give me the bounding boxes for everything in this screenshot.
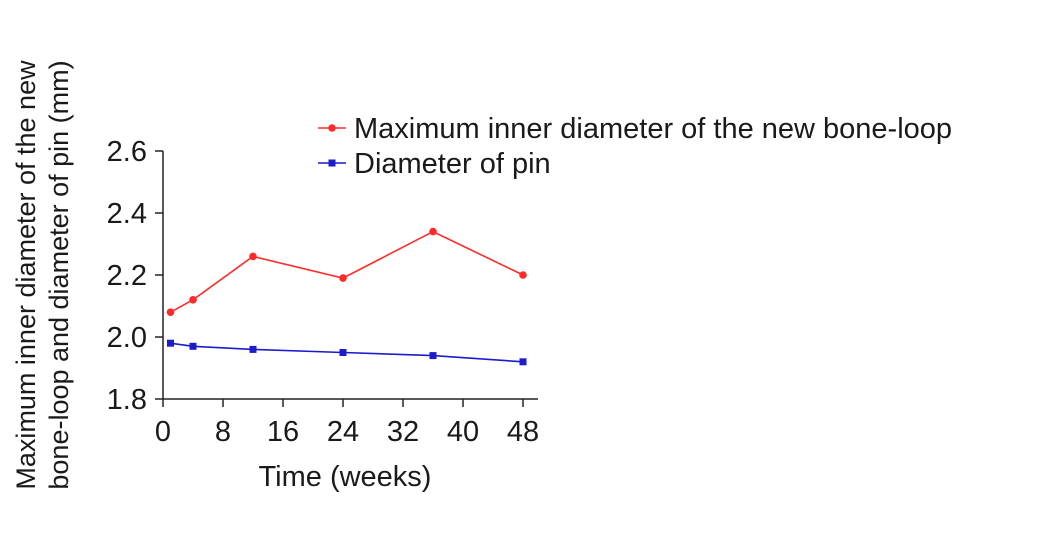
x-tick-label: 32 xyxy=(387,416,419,448)
x-tick-label: 48 xyxy=(507,416,539,448)
y-tick-label: 2.6 xyxy=(107,136,147,168)
data-point xyxy=(339,349,347,356)
series-line-1 xyxy=(170,230,524,313)
data-point xyxy=(339,274,347,282)
series-1 xyxy=(166,227,527,317)
x-tick-label: 24 xyxy=(327,416,359,448)
data-point xyxy=(189,342,197,350)
series-2 xyxy=(167,339,527,366)
y-ticks: 1.8 2.0 2.2 2.4 2.6 xyxy=(107,136,163,416)
data-point xyxy=(519,271,527,279)
data-point xyxy=(519,358,527,366)
data-point xyxy=(189,296,197,304)
legend-label: Maximum inner diameter of the new bone-l… xyxy=(354,113,952,145)
x-ticks: 0 8 16 24 32 40 48 xyxy=(155,399,539,448)
data-point xyxy=(249,345,257,353)
x-tick-label: 40 xyxy=(447,416,479,448)
x-axis-label: Time (weeks) xyxy=(259,461,432,493)
y-axis-label-line-2: bone-loop and diameter of pin (mm) xyxy=(44,60,74,489)
data-point xyxy=(167,339,174,347)
x-tick-label: 16 xyxy=(267,416,299,448)
series-line-2 xyxy=(170,342,524,363)
legend: Maximum inner diameter of the new bone-l… xyxy=(318,113,952,180)
series-layer xyxy=(166,227,527,366)
legend-marker xyxy=(328,124,336,132)
legend-marker xyxy=(328,159,336,167)
y-axis-label-line-1: Maximum inner diameter of the new xyxy=(11,60,41,490)
x-tick-label: 0 xyxy=(155,416,171,448)
legend-label: Diameter of pin xyxy=(354,148,551,180)
y-tick-label: 2.2 xyxy=(107,260,147,292)
y-tick-label: 1.8 xyxy=(107,384,147,416)
data-point xyxy=(429,227,437,236)
y-tick-label: 2.0 xyxy=(107,322,147,354)
data-point xyxy=(249,252,257,261)
y-axis-title: Maximum inner diameter of the new bone-l… xyxy=(11,60,74,490)
data-point xyxy=(429,352,437,360)
legend-item-1: Maximum inner diameter of the new bone-l… xyxy=(318,113,952,145)
y-tick-label: 2.4 xyxy=(107,198,147,230)
x-tick-label: 8 xyxy=(215,416,231,448)
legend-item-2: Diameter of pin xyxy=(318,148,551,180)
data-point xyxy=(166,308,175,317)
